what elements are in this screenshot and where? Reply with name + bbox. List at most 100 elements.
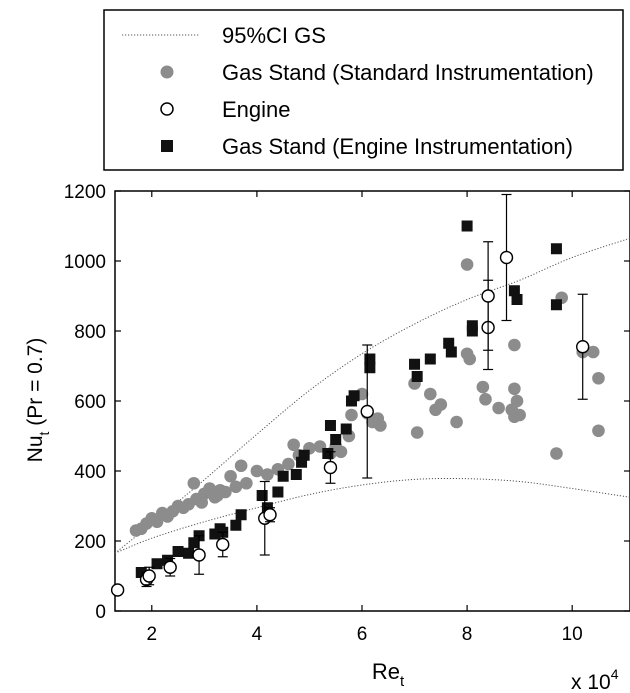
legend-engine-swatch: [160, 102, 174, 116]
legend-gs-std-swatch: [160, 65, 174, 79]
gs-std-point: [592, 424, 605, 438]
engine-point: [499, 250, 514, 265]
gs-eng-point: [324, 420, 336, 431]
gs-eng-point: [445, 346, 457, 358]
gs-std-point: [261, 468, 274, 481]
gs-eng-point: [550, 299, 562, 311]
y-tick-label: 200: [74, 532, 106, 553]
gs-eng-point: [162, 554, 174, 566]
gs-std-point: [240, 476, 253, 490]
gs-eng-point: [151, 558, 163, 570]
gs-std-point: [434, 398, 448, 411]
gs-std-point: [410, 426, 424, 439]
gs-std-point: [224, 469, 237, 483]
y-tick-label: 1000: [64, 252, 106, 273]
y-axis-label: Nut (Pr = 0.7): [24, 338, 52, 463]
gs-eng-point: [277, 470, 289, 482]
gs-eng-point: [235, 509, 247, 521]
engine-layer: [110, 193, 590, 597]
y-tick-label: 1200: [64, 182, 106, 203]
engine-point: [481, 289, 495, 303]
gs-eng-point: [364, 353, 376, 365]
gs-std-point: [450, 415, 463, 429]
gs-eng-point: [466, 320, 478, 332]
gs-eng-point: [364, 362, 376, 374]
gs-std-point: [492, 401, 505, 415]
gs-std-point: [460, 258, 474, 271]
x-tick-label: 6: [357, 624, 368, 645]
gs-eng-point: [508, 285, 520, 297]
gs-std-point: [479, 392, 492, 406]
ci-layer: [114, 237, 630, 554]
x-tick-label: 10: [562, 624, 583, 645]
gs-std-point: [424, 387, 437, 401]
gs-std-point: [505, 403, 519, 417]
engine-point: [142, 569, 156, 583]
y-tick-label: 400: [74, 462, 106, 483]
legend-gs-std-label: Gas Stand (Standard Instrumentation): [222, 60, 594, 85]
gs-eng-point: [230, 519, 242, 531]
gs-eng-point: [298, 449, 310, 461]
x-multiplier: x 104: [571, 666, 619, 693]
y-tick-label: 800: [74, 322, 106, 343]
gs-eng-point: [188, 537, 200, 549]
y-tick-label: 0: [95, 602, 106, 623]
gs-eng-point: [411, 371, 423, 382]
gs-eng-point: [409, 358, 421, 370]
gs-std-point: [229, 480, 243, 494]
x-tick-label: 8: [462, 624, 473, 645]
legend: 95%CI GS Gas Stand (Standard Instrumenta…: [103, 9, 624, 171]
gs-eng-point: [296, 456, 308, 468]
engine-point: [323, 460, 338, 475]
gs-eng-point: [256, 490, 268, 501]
gs-std-point: [345, 408, 358, 422]
engine-point: [163, 560, 177, 574]
gs-std-point: [476, 380, 490, 394]
gs-eng-point: [550, 243, 562, 255]
gs-eng-point: [461, 220, 473, 232]
gs-std-point: [334, 445, 348, 459]
legend-box: [103, 9, 624, 171]
x-axis-label: Ret: [372, 659, 405, 690]
gs-eng-point: [340, 423, 352, 435]
gs-eng-point: [424, 353, 436, 365]
gs-std-point: [187, 476, 201, 490]
engine-point: [360, 404, 374, 419]
gs-eng-point: [443, 337, 455, 349]
gs-std-point: [508, 338, 521, 352]
legend-gs-eng-swatch: [161, 140, 173, 152]
gs-eng-point: [290, 469, 302, 480]
gs-eng-point: [322, 448, 334, 459]
legend-ci-label: 95%CI GS: [222, 23, 326, 48]
plot-area: 2 4 6 8 10 0 200 400 600 800 1000 1200: [64, 182, 630, 645]
y-tick-label: 600: [74, 392, 106, 413]
gs-std-point: [287, 438, 300, 452]
gs-eng-point: [330, 434, 342, 445]
gs-std-point: [374, 419, 387, 432]
engine-point: [263, 508, 277, 522]
x-tick-label: 4: [252, 624, 263, 645]
legend-gs-eng-label: Gas Stand (Engine Instrumentation): [222, 134, 573, 159]
gs-std-point: [586, 345, 600, 359]
gs-eng-point: [135, 567, 147, 578]
gs-eng-point: [348, 390, 360, 402]
ticks-layer: 2 4 6 8 10 0 200 400 600 800 1000 1200: [64, 182, 630, 645]
gs-std-point: [250, 464, 264, 478]
engine-point: [576, 340, 590, 354]
gs-std-point: [550, 447, 563, 460]
legend-engine-label: Engine: [222, 97, 291, 122]
gs-eng-point: [183, 547, 195, 559]
engine-point: [110, 583, 125, 597]
gs-eng-point: [272, 486, 284, 498]
x-tick-label: 2: [146, 624, 157, 645]
gs-std-point: [219, 485, 232, 499]
gs-std-point: [508, 382, 521, 396]
engine-point: [192, 548, 206, 562]
gs-std-point: [282, 457, 295, 471]
gs-std-point: [592, 371, 605, 385]
gs-std-point: [463, 352, 477, 366]
gs-eng-point: [172, 546, 184, 557]
ci-lower-curve: [114, 477, 630, 554]
gs-eng-point: [511, 294, 523, 305]
